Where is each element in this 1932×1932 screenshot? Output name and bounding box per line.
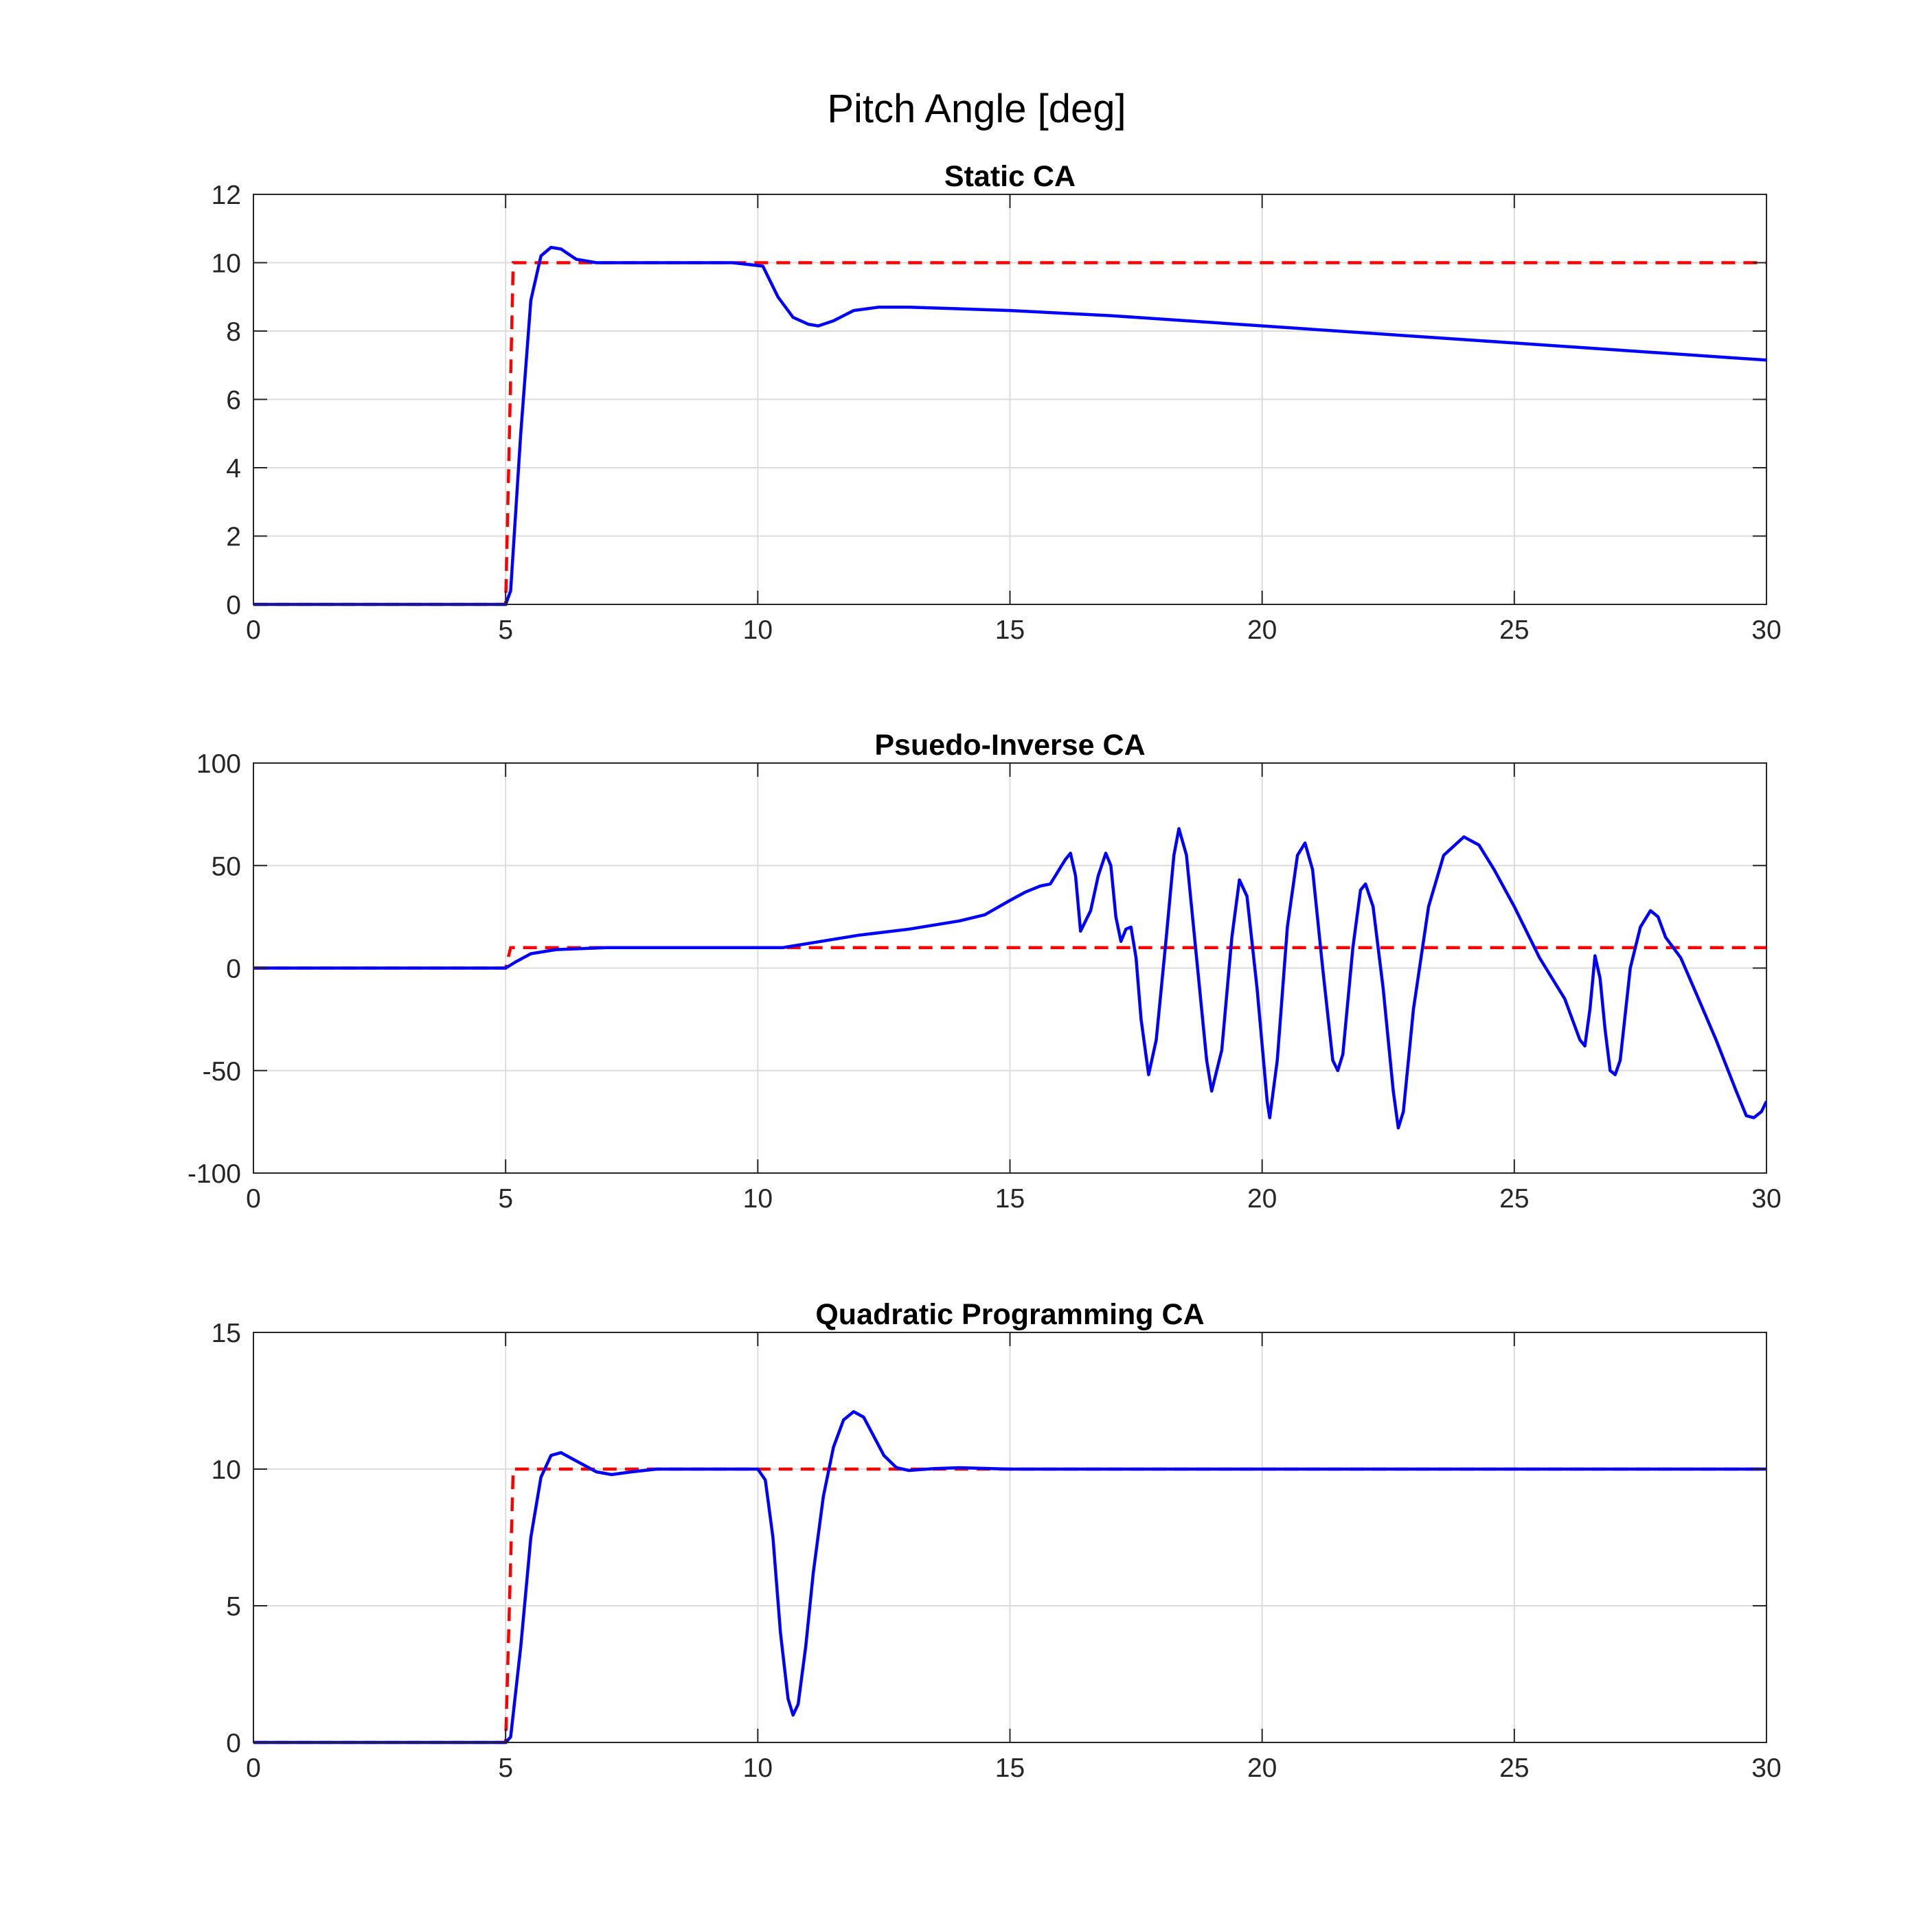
x-tick-label: 15 xyxy=(995,1753,1025,1783)
y-tick-label: 5 xyxy=(226,1592,241,1622)
subplot-panels: 0 5 10 15 20 25 30 0 2 4 6 8 10 12 Static CA 0 5 10 15 20 25… xyxy=(187,160,1782,1783)
y-tick-label: 0 xyxy=(226,1729,241,1758)
subplot-title: Quadratic Programming CA xyxy=(815,1298,1204,1331)
y-tick-label: -50 xyxy=(203,1057,241,1087)
x-tick-label: 30 xyxy=(1751,1753,1781,1783)
x-tick-label: 0 xyxy=(246,1184,261,1214)
x-tick-label: 0 xyxy=(246,1753,261,1783)
series-reference-line xyxy=(253,946,1766,970)
x-tick-label: 10 xyxy=(743,615,773,645)
y-tick-label: 4 xyxy=(226,454,241,484)
x-tick-label: 25 xyxy=(1499,1184,1529,1214)
series-response-line xyxy=(253,827,1766,1130)
subplot-title: Static CA xyxy=(944,160,1076,193)
subplot-1: 0 5 10 15 20 25 30 0 2 4 6 8 10 12 Static CA xyxy=(212,160,1782,645)
y-tick-label: 10 xyxy=(212,249,241,279)
y-tick-label: 0 xyxy=(226,955,241,984)
x-tick-label: 15 xyxy=(995,615,1025,645)
figure-title: Pitch Angle [deg] xyxy=(827,87,1126,131)
y-tick-label: 10 xyxy=(212,1455,241,1485)
y-tick-label: 15 xyxy=(212,1319,241,1348)
y-tick-label: 6 xyxy=(226,386,241,416)
x-tick-label: 30 xyxy=(1751,615,1781,645)
x-tick-label: 20 xyxy=(1247,615,1277,645)
x-tick-label: 5 xyxy=(498,1184,513,1214)
x-tick-label: 25 xyxy=(1499,1753,1529,1783)
series-response-line xyxy=(253,245,1766,606)
x-tick-label: 30 xyxy=(1751,1184,1781,1214)
series-reference-line xyxy=(253,261,1766,606)
x-tick-label: 20 xyxy=(1247,1753,1277,1783)
series-response-line xyxy=(253,1410,1766,1745)
y-tick-label: 100 xyxy=(196,749,241,779)
y-tick-label: 0 xyxy=(226,591,241,620)
y-tick-label: 8 xyxy=(226,317,241,347)
y-tick-label: 12 xyxy=(212,181,241,210)
y-tick-label: -100 xyxy=(187,1159,241,1189)
subplot-2: 0 5 10 15 20 25 30 -100 -50 0 50 100 Psuedo-Inverse … xyxy=(187,729,1782,1214)
subplot-3: 0 5 10 15 20 25 30 0 5 10 15 Quadratic Programming … xyxy=(212,1298,1782,1783)
subplot-title: Psuedo-Inverse CA xyxy=(874,729,1145,762)
x-tick-label: 20 xyxy=(1247,1184,1277,1214)
x-tick-label: 0 xyxy=(246,615,261,645)
x-tick-label: 10 xyxy=(743,1184,773,1214)
x-tick-label: 5 xyxy=(498,615,513,645)
x-tick-label: 15 xyxy=(995,1184,1025,1214)
y-tick-label: 50 xyxy=(212,852,241,881)
x-tick-label: 5 xyxy=(498,1753,513,1783)
x-tick-label: 25 xyxy=(1499,615,1529,645)
x-tick-label: 10 xyxy=(743,1753,773,1783)
y-tick-label: 2 xyxy=(226,523,241,552)
